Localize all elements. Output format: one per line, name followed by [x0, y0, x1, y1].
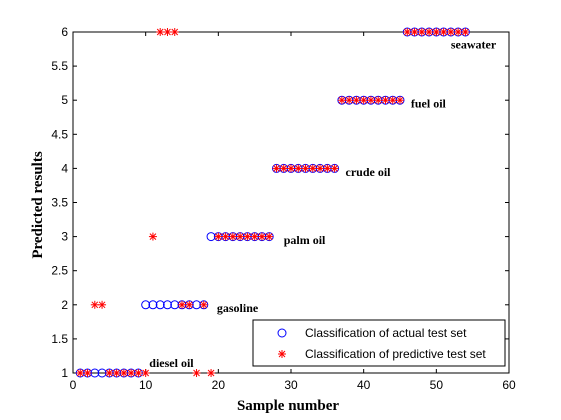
predicted-point	[148, 232, 157, 241]
predicted-point	[127, 369, 136, 377]
predicted-point	[403, 28, 412, 36]
predicted-point	[272, 164, 281, 173]
y-tick-label: 3	[61, 230, 68, 244]
class-annotation: palm oil	[284, 233, 326, 247]
actual-point	[148, 300, 158, 310]
x-tick-label: 10	[139, 378, 153, 392]
legend-circle-marker	[277, 328, 287, 338]
y-tick-label: 5	[61, 93, 68, 107]
predicted-point	[410, 28, 419, 36]
y-axis-label: Predicted results	[30, 151, 46, 259]
legend-entry-predictive: Classification of predictive test set	[305, 347, 486, 361]
predicted-point	[287, 164, 295, 173]
predicted-point	[316, 164, 325, 173]
class-annotation: gasoline	[217, 301, 259, 315]
predicted-point	[425, 28, 434, 36]
annotations: seawater fuel oil crude oil palm oil gasolin…	[149, 37, 497, 369]
class-annotation: diesel oil	[149, 356, 194, 370]
predicted-point	[207, 369, 216, 377]
predicted-point	[454, 28, 463, 36]
x-tick-label: 40	[357, 378, 371, 392]
predicted-point	[461, 28, 470, 36]
predicted-point	[301, 164, 310, 173]
legend-entry-actual: Classification of actual test set	[305, 326, 467, 340]
predicted-point	[141, 369, 150, 377]
x-tick-label: 50	[430, 378, 444, 392]
predicted-point	[170, 28, 179, 36]
predicted-point	[279, 164, 288, 173]
predicted-point	[199, 300, 208, 309]
predicted-point	[432, 28, 441, 36]
predicted-point	[439, 28, 448, 36]
legend-asterisk-marker	[278, 350, 286, 358]
predicted-point	[83, 369, 92, 377]
class-annotation: fuel oil	[411, 97, 447, 111]
predicted-point	[236, 232, 245, 241]
legend: Classification of actual test set Classi…	[252, 319, 506, 367]
predicted-point	[381, 96, 390, 105]
x-tick-label: 20	[212, 378, 226, 392]
y-tick-label: 1.5	[51, 332, 68, 346]
predicted-point	[76, 369, 85, 377]
actual-point	[155, 300, 165, 310]
predicted-point	[337, 96, 346, 105]
predicted-point	[98, 300, 107, 309]
predicted-point	[90, 300, 99, 309]
legend-box	[252, 319, 506, 367]
predicted-point	[214, 232, 223, 241]
x-axis-label: Sample number	[237, 398, 339, 414]
y-tick-label: 1	[61, 366, 68, 380]
y-tick-label: 6	[61, 25, 68, 39]
y-tick-label: 2.5	[51, 264, 68, 278]
predicted-point	[185, 300, 194, 309]
actual-point	[141, 300, 151, 310]
y-tick-label: 5.5	[51, 59, 68, 73]
predicted-point	[156, 28, 165, 36]
predicted-point	[119, 369, 128, 377]
predicted-point	[112, 369, 121, 377]
predicted-point	[265, 232, 274, 241]
predicted-point	[250, 232, 259, 241]
predicted-point	[294, 164, 303, 173]
predicted-point	[221, 232, 230, 241]
predicted-point	[345, 96, 354, 105]
predicted-point	[323, 164, 332, 173]
predicted-point	[243, 232, 252, 241]
y-tick-label: 4	[61, 161, 68, 175]
predicted-point	[396, 96, 404, 105]
predicted-point	[366, 96, 375, 105]
legend-asterisk-glyph	[278, 350, 286, 358]
x-tick-label: 30	[284, 378, 298, 392]
y-tick-label: 2	[61, 298, 68, 312]
predicted-point	[374, 96, 383, 105]
predicted-point	[388, 96, 397, 105]
predicted-point	[308, 164, 317, 173]
predicted-point	[178, 300, 186, 309]
predicted-point	[192, 369, 201, 377]
predicted-point	[134, 369, 143, 377]
predicted-point	[257, 232, 266, 241]
predicted-point	[359, 96, 368, 105]
predicted-point	[417, 28, 426, 36]
predicted-point	[228, 232, 237, 241]
x-tick-label: 60	[502, 378, 516, 392]
y-tick-label: 3.5	[51, 196, 68, 210]
y-tick-label: 4.5	[51, 127, 68, 141]
data-points	[75, 27, 470, 378]
predicted-point	[330, 164, 339, 173]
axis-ticks: 0 10 20 30 40 50 60 1 1.5 2 2.5 3 3.5 4 4.5 5 5.5 6	[51, 25, 516, 392]
predicted-point	[163, 28, 172, 36]
class-annotation: crude oil	[346, 165, 392, 179]
class-annotation: seawater	[451, 37, 497, 51]
predicted-point	[352, 96, 361, 105]
predicted-point	[446, 28, 455, 36]
x-tick-label: 0	[70, 378, 77, 392]
actual-point	[162, 300, 172, 310]
predicted-point	[105, 369, 114, 377]
